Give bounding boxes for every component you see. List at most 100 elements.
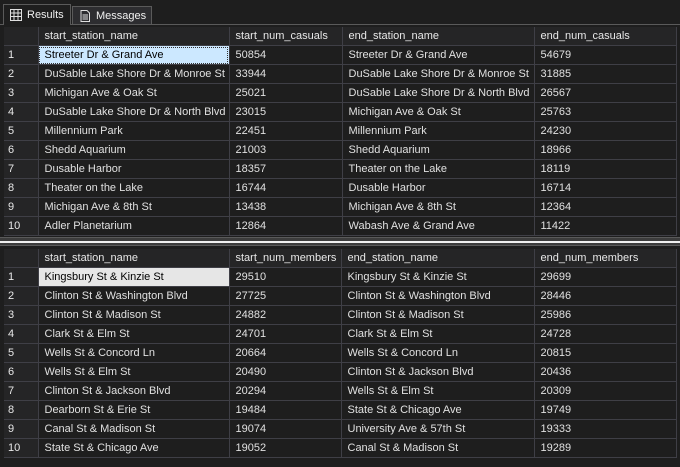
grid-cell[interactable]: 20436 (534, 362, 677, 382)
table-row[interactable]: 4 DuSable Lake Shore Dr & North Blvd 23015… (4, 102, 677, 122)
results-splitter[interactable] (0, 237, 680, 246)
table-row[interactable]: 2 DuSable Lake Shore Dr & Monroe St 33944 D… (4, 64, 677, 84)
grid-cell[interactable]: 19289 (534, 438, 677, 458)
grid-cell[interactable]: Theater on the Lake (342, 159, 535, 179)
table-row[interactable]: 5 Millennium Park 22451 Millennium Park 2423… (4, 121, 677, 141)
grid-cell[interactable]: Millennium Park (342, 121, 535, 141)
grid-cell[interactable]: DuSable Lake Shore Dr & Monroe St (38, 64, 230, 84)
grid-cell[interactable]: State St & Chicago Ave (341, 400, 535, 420)
grid-cell[interactable]: DuSable Lake Shore Dr & North Blvd (342, 83, 535, 103)
grid-cell[interactable]: Dearborn St & Erie St (38, 400, 230, 420)
row-number[interactable]: 4 (4, 102, 39, 122)
grid-cell[interactable]: 12364 (534, 197, 677, 217)
grid-cell[interactable]: Wells St & Elm St (341, 381, 535, 401)
grid-cell[interactable]: Millennium Park (38, 121, 230, 141)
table-row[interactable]: 1 Streeter Dr & Grand Ave 50854 Streeter Dr… (4, 45, 677, 65)
row-number[interactable]: 3 (4, 305, 39, 325)
column-header[interactable]: start_station_name (38, 27, 230, 46)
tab-results[interactable]: Results (3, 4, 71, 25)
row-number[interactable]: 10 (4, 216, 39, 236)
grid-cell[interactable]: Canal St & Madison St (38, 419, 230, 439)
grid-cell[interactable]: State St & Chicago Ave (38, 438, 230, 458)
grid-cell[interactable]: 24230 (534, 121, 677, 141)
grid-cell[interactable]: 24728 (534, 324, 677, 344)
row-number[interactable]: 9 (4, 419, 39, 439)
table-row[interactable]: 9 Canal St & Madison St 19074 University Av… (4, 419, 677, 439)
row-number[interactable]: 2 (4, 286, 39, 306)
grid-cell[interactable]: Theater on the Lake (38, 178, 230, 198)
grid-cell[interactable]: Michigan Ave & 8th St (38, 197, 230, 217)
grid-cell[interactable]: Wabash Ave & Grand Ave (342, 216, 535, 236)
row-number[interactable]: 1 (4, 45, 39, 65)
column-header[interactable]: start_num_casuals (229, 27, 343, 46)
table-row[interactable]: 3 Michigan Ave & Oak St 25021 DuSable Lake … (4, 83, 677, 103)
table-row[interactable]: 9 Michigan Ave & 8th St 13438 Michigan Ave … (4, 197, 677, 217)
grid-cell[interactable]: 20294 (229, 381, 342, 401)
grid-cell[interactable]: 22451 (229, 121, 343, 141)
grid-cell[interactable]: 13438 (229, 197, 343, 217)
column-header[interactable]: end_num_casuals (534, 27, 677, 46)
table-row[interactable]: 2 Clinton St & Washington Blvd 27725 Clinto… (4, 286, 677, 306)
grid-cell[interactable]: Wells St & Elm St (38, 362, 230, 382)
grid-cell[interactable]: 16744 (229, 178, 343, 198)
grid-cell[interactable]: 18966 (534, 140, 677, 160)
table-row[interactable]: 6 Shedd Aquarium 21003 Shedd Aquarium 18966 (4, 140, 677, 160)
grid-cell[interactable]: 19484 (229, 400, 342, 420)
row-number[interactable]: 1 (4, 267, 39, 287)
table-row[interactable]: 8 Dearborn St & Erie St 19484 State St & Ch… (4, 400, 677, 420)
column-header[interactable]: end_num_members (534, 249, 677, 268)
results-grid-casuals[interactable]: start_station_name start_num_casuals end… (4, 27, 677, 236)
grid-cell[interactable]: 19074 (229, 419, 342, 439)
grid-cell[interactable]: 33944 (229, 64, 343, 84)
grid-cell[interactable]: 27725 (229, 286, 342, 306)
grid-cell[interactable]: DuSable Lake Shore Dr & Monroe St (342, 64, 535, 84)
grid-cell[interactable]: Canal St & Madison St (341, 438, 535, 458)
grid-cell[interactable]: Wells St & Concord Ln (38, 343, 230, 363)
row-number[interactable]: 6 (4, 140, 39, 160)
grid-cell[interactable]: Clinton St & Washington Blvd (341, 286, 535, 306)
grid-cell[interactable]: Kingsbury St & Kinzie St (341, 267, 535, 287)
grid-corner[interactable] (4, 27, 39, 46)
grid-cell[interactable]: 24882 (229, 305, 342, 325)
grid-cell[interactable]: Shedd Aquarium (342, 140, 535, 160)
row-number[interactable]: 7 (4, 159, 39, 179)
grid-cell[interactable]: Clinton St & Jackson Blvd (341, 362, 535, 382)
row-number[interactable]: 7 (4, 381, 39, 401)
grid-cell[interactable]: Shedd Aquarium (38, 140, 230, 160)
grid-cell[interactable]: Clark St & Elm St (341, 324, 535, 344)
grid-cell[interactable]: 54679 (534, 45, 677, 65)
table-row[interactable]: 10 State St & Chicago Ave 19052 Canal St & … (4, 438, 677, 458)
grid-cell[interactable]: Clinton St & Madison St (38, 305, 230, 325)
table-row[interactable]: 5 Wells St & Concord Ln 20664 Wells St & Co… (4, 343, 677, 363)
grid-cell[interactable]: 23015 (229, 102, 343, 122)
grid-cell[interactable]: 25021 (229, 83, 343, 103)
column-header[interactable]: end_station_name (342, 27, 535, 46)
grid-cell[interactable]: 29510 (229, 267, 342, 287)
grid-cell[interactable]: 25986 (534, 305, 677, 325)
grid-cell[interactable]: 21003 (229, 140, 343, 160)
grid-cell[interactable]: 20490 (229, 362, 342, 382)
row-number[interactable]: 4 (4, 324, 39, 344)
table-row[interactable]: 1 Kingsbury St & Kinzie St 29510 Kingsbury … (4, 267, 677, 287)
column-header[interactable]: start_station_name (38, 249, 230, 268)
grid-cell[interactable]: Streeter Dr & Grand Ave (342, 45, 535, 65)
table-row[interactable]: 8 Theater on the Lake 16744 Dusable Harbor 1… (4, 178, 677, 198)
grid-cell[interactable]: Michigan Ave & Oak St (342, 102, 535, 122)
grid-cell[interactable]: 31885 (534, 64, 677, 84)
table-row[interactable]: 3 Clinton St & Madison St 24882 Clinton St … (4, 305, 677, 325)
grid-cell[interactable]: 28446 (534, 286, 677, 306)
grid-cell[interactable]: 20309 (534, 381, 677, 401)
table-row[interactable]: 6 Wells St & Elm St 20490 Clinton St & Jack… (4, 362, 677, 382)
grid-cell[interactable]: Wells St & Concord Ln (341, 343, 535, 363)
row-number[interactable]: 3 (4, 83, 39, 103)
grid-cell[interactable]: Michigan Ave & 8th St (342, 197, 535, 217)
grid-cell[interactable]: Clinton St & Jackson Blvd (38, 381, 230, 401)
grid-cell[interactable]: 20664 (229, 343, 342, 363)
grid-cell[interactable]: Streeter Dr & Grand Ave (38, 45, 230, 65)
grid-cell[interactable]: 19052 (229, 438, 342, 458)
row-number[interactable]: 10 (4, 438, 39, 458)
grid-cell[interactable]: 12864 (229, 216, 343, 236)
grid-cell[interactable]: 26567 (534, 83, 677, 103)
grid-cell[interactable]: 18119 (534, 159, 677, 179)
tab-messages[interactable]: Messages (72, 6, 152, 24)
